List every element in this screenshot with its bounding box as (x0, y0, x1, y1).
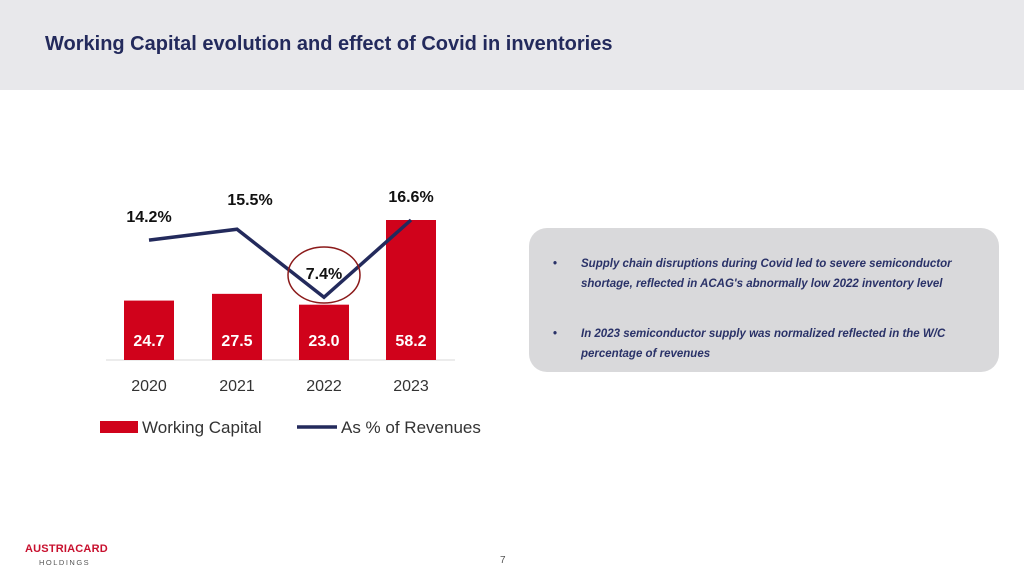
x-tick-label-2020: 2020 (131, 378, 167, 395)
legend-label-working-capital: Working Capital (142, 418, 262, 437)
page-number: 7 (500, 555, 506, 566)
callout-text-1: Supply chain disruptions during Covid le… (581, 258, 952, 290)
page-title: Working Capital evolution and effect of … (45, 33, 613, 55)
legend-label-as-pct-of-revenues: As % of Revenues (341, 418, 481, 437)
legend-swatch-working-capital (100, 421, 138, 433)
bar-label-2023: 58.2 (395, 333, 426, 350)
line-as-pct-of-revenues (148, 218, 413, 300)
x-tick-label-2022: 2022 (306, 378, 342, 395)
line-label-2022: 7.4% (306, 266, 342, 283)
bar-working-capital-2022 (299, 304, 349, 360)
logo-subtitle: HOLDINGS (39, 558, 91, 567)
line-label-2023: 16.6% (388, 189, 433, 206)
bar-label-2020: 24.7 (133, 333, 164, 350)
header-band (0, 0, 1024, 90)
highlight-circle-2022 (287, 246, 361, 304)
line-label-2021: 15.5% (227, 192, 272, 209)
bullet-dot: • (553, 258, 558, 270)
bullet-dot: • (553, 328, 558, 340)
bar-working-capital-2023 (386, 220, 436, 360)
logo-wordmark: AUSTRIACARD (25, 543, 108, 555)
austriacard-logo: AUSTRIACARD HOLDINGS (25, 543, 125, 573)
callout-box: • Supply chain disruptions during Covid … (529, 228, 999, 372)
line-label-2020: 14.2% (126, 209, 171, 226)
bar-label-2022: 23.0 (308, 333, 339, 350)
callout-text-2: In 2023 semiconductor supply was normali… (581, 328, 946, 360)
bar-working-capital-2021 (212, 293, 262, 360)
bar-label-2021: 27.5 (221, 333, 252, 350)
x-tick-label-2021: 2021 (219, 378, 255, 395)
x-tick-label-2023: 2023 (393, 378, 429, 395)
bar-working-capital-2020 (124, 300, 174, 360)
